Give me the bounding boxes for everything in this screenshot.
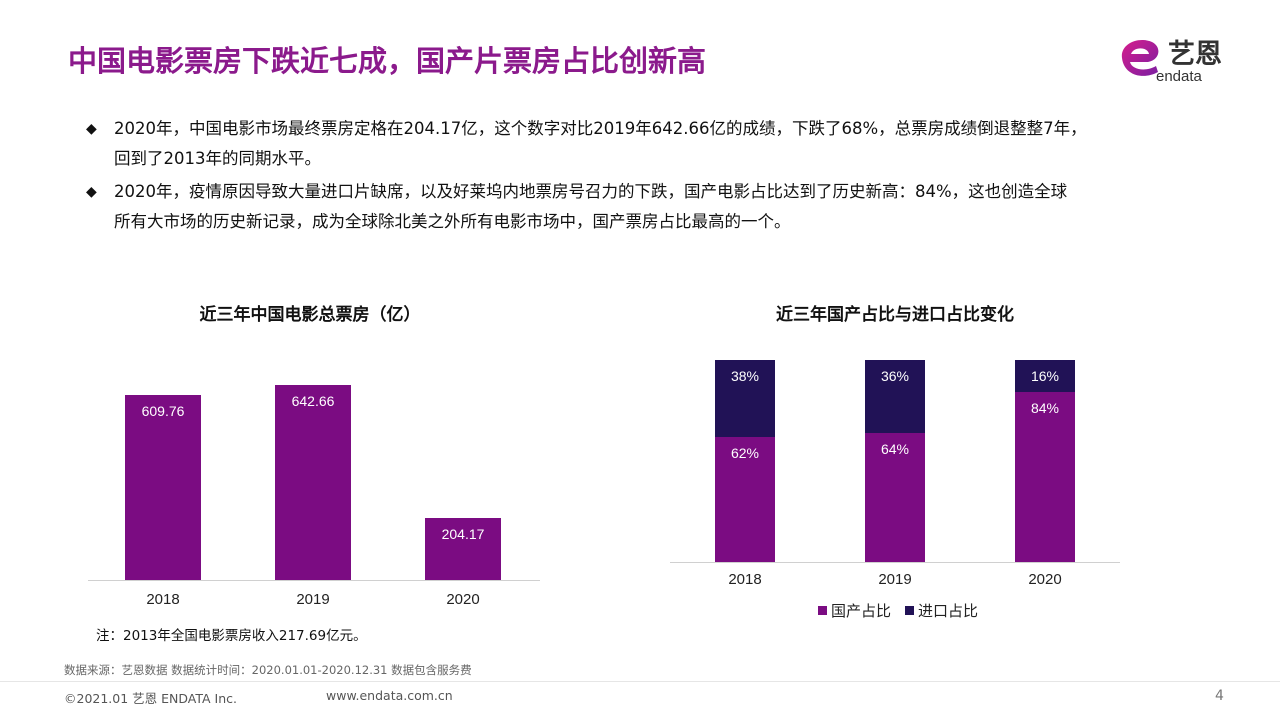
data-label: 64%: [880, 440, 910, 457]
bar: [275, 385, 351, 580]
x-axis-line: [88, 580, 540, 581]
chart-title: 近三年国产占比与进口占比变化: [776, 305, 1014, 325]
legend-swatch: [818, 606, 827, 615]
bullet-line: 所有大市场的历史新记录，成为全球除北美之外所有电影市场中，国产票房占比最高的一个…: [114, 212, 791, 231]
x-tick-label: 2018: [146, 591, 180, 608]
chart-legend: 国产占比 进口占比: [818, 600, 978, 621]
bar-domestic: [715, 436, 775, 562]
bullet-item: ◆ 2020年，疫情原因导致大量进口片缺席，以及好莱坞内地票房号召力的下跌，国产…: [86, 177, 1216, 237]
bar-imported: [715, 360, 775, 437]
chart-note: 注：2013年全国电影票房收入217.69亿元。: [96, 628, 367, 644]
bullet-list: ◆ 2020年，中国电影市场最终票房定格在204.17亿，这个数字对比2019年…: [86, 114, 1216, 240]
logo-text-cn: 艺恩: [1168, 39, 1222, 70]
x-tick-label: 2020: [1028, 571, 1062, 588]
bullet-line: 2020年，疫情原因导致大量进口片缺席，以及好莱坞内地票房号召力的下跌，国产电影…: [114, 182, 1068, 201]
page-title: 中国电影票房下跌近七成，国产片票房占比创新高: [68, 44, 707, 78]
endata-e-logo-icon: [1121, 39, 1159, 76]
diamond-bullet-icon: ◆: [86, 121, 97, 137]
x-tick-label: 2019: [296, 591, 330, 608]
x-tick-label: 2020: [446, 591, 480, 608]
data-label: 16%: [1030, 368, 1060, 384]
x-tick-label: 2018: [728, 571, 762, 588]
data-label: 62%: [730, 444, 760, 461]
chart-title: 近三年中国电影总票房（亿）: [199, 305, 421, 325]
bullet-item: ◆ 2020年，中国电影市场最终票房定格在204.17亿，这个数字对比2019年…: [86, 114, 1216, 174]
footer-copyright: ©2021.01 艺恩 ENDATA Inc.: [64, 691, 238, 706]
legend-label: 进口占比: [918, 602, 979, 620]
x-tick-label: 2019: [878, 571, 912, 588]
logo-text-en: endata: [1156, 68, 1202, 85]
data-label: 36%: [880, 368, 910, 384]
data-source: 数据来源：艺恩数据 数据统计时间：2020.01.01-2020.12.31 数…: [64, 663, 472, 677]
legend-swatch: [905, 606, 915, 615]
data-label: 38%: [730, 368, 760, 384]
bar-imported: [865, 360, 925, 433]
footer-website[interactable]: www.endata.com.cn: [326, 688, 453, 703]
diamond-bullet-icon: ◆: [86, 184, 97, 200]
bar: [125, 395, 201, 580]
bullet-line: 回到了2013年的同期水平。: [114, 149, 321, 168]
bar-domestic: [1015, 392, 1075, 562]
bullet-line: 2020年，中国电影市场最终票房定格在204.17亿，这个数字对比2019年64…: [114, 119, 1087, 138]
data-label: 642.66: [291, 393, 335, 410]
brand-logo: 艺恩 endata: [1116, 30, 1246, 90]
data-label: 84%: [1030, 400, 1060, 417]
legend-item: 进口占比: [905, 600, 978, 621]
bar-domestic: [865, 432, 925, 562]
data-label: 609.76: [141, 403, 185, 420]
page-number: 4: [1215, 688, 1224, 704]
x-axis-line: [670, 562, 1120, 563]
legend-label: 国产占比: [831, 602, 892, 620]
legend-item: 国产占比: [818, 600, 891, 621]
footer-divider: [0, 681, 1280, 682]
data-label: 204.17: [441, 526, 485, 543]
bar: [425, 518, 501, 580]
bar-imported: [1015, 360, 1075, 393]
